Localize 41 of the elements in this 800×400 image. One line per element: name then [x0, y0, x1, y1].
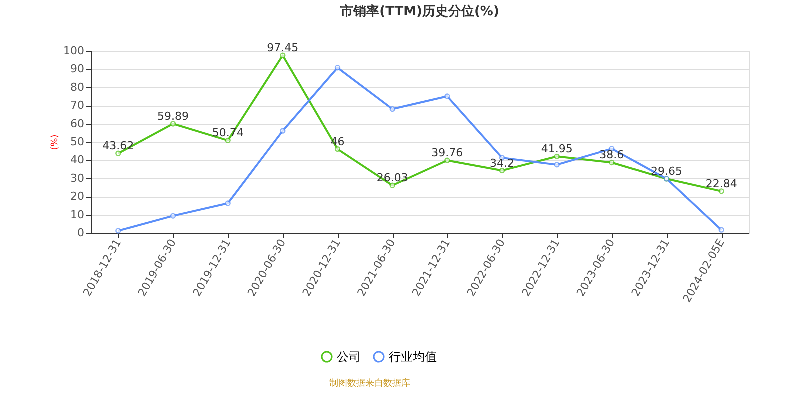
point	[609, 160, 615, 166]
point	[280, 128, 286, 134]
point	[444, 94, 450, 100]
chart-title: 市销率(TTM)历史分位(%)	[340, 4, 500, 20]
point	[718, 227, 724, 233]
y-tick-label: 0	[78, 226, 84, 240]
legend-label: 公司	[337, 350, 361, 364]
point	[170, 213, 176, 219]
point	[225, 200, 231, 206]
y-tick-label: 60	[70, 117, 84, 130]
data-label: 43.62	[102, 140, 134, 153]
point	[554, 154, 560, 160]
point	[334, 65, 341, 71]
y-tick-label: 70	[70, 99, 84, 112]
y-axis-title: (%)	[50, 134, 61, 150]
text: 制图数据来自数据库	[330, 378, 410, 389]
data-label: 41.95	[541, 142, 573, 156]
data-label: 38.6	[600, 148, 624, 162]
y-tick-label: 10	[70, 208, 84, 222]
y-tick-label: 50	[70, 136, 84, 148]
y-tick-label: 20	[70, 190, 84, 204]
point	[499, 168, 506, 174]
data-label: 39.76	[432, 146, 464, 160]
point	[280, 52, 286, 58]
point	[116, 228, 122, 234]
point	[718, 188, 724, 194]
data-label: 97.45	[267, 42, 299, 55]
legend-label: 行业均值	[389, 350, 437, 364]
point	[390, 106, 396, 112]
point	[116, 150, 122, 156]
point	[554, 162, 560, 168]
y-tick-label: 90	[70, 62, 84, 76]
y-tick-label: 40	[70, 154, 84, 167]
data-label: 59.89	[158, 110, 189, 123]
point	[170, 121, 176, 127]
y-tick-label: 80	[70, 80, 84, 94]
data-label: 34.2	[490, 156, 514, 170]
y-tick-label: 30	[70, 172, 84, 185]
data-label: 22.84	[706, 177, 738, 190]
y-tick-label: 100	[64, 44, 84, 58]
point	[444, 158, 450, 164]
